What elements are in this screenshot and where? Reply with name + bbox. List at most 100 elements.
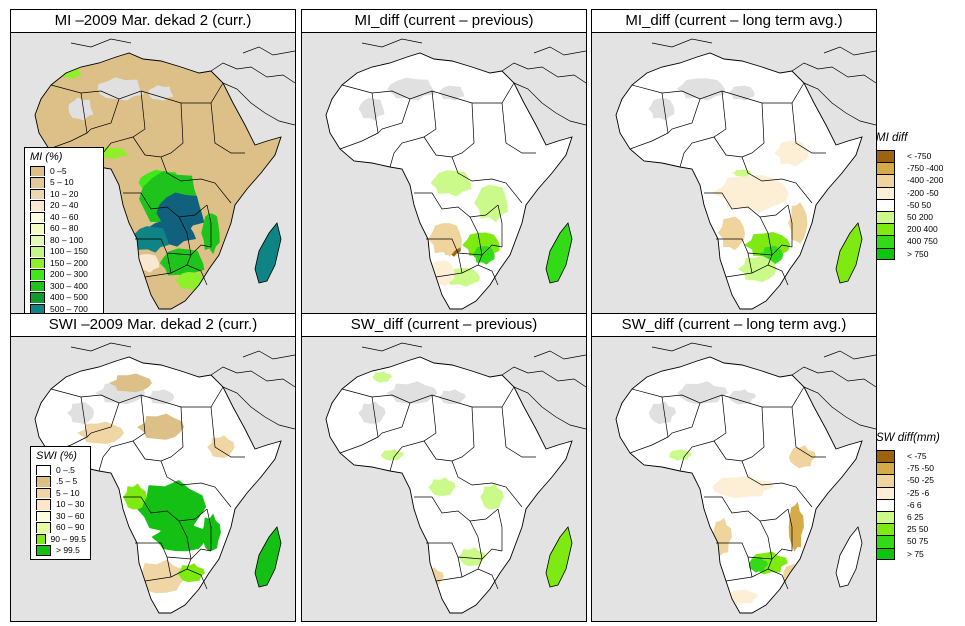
- legend-swatch: [36, 487, 51, 498]
- country-border: [457, 252, 463, 274]
- data-region: [728, 589, 758, 605]
- panel-title: MI –2009 Mar. dekad 2 (curr.): [10, 9, 296, 33]
- country-border: [747, 252, 753, 274]
- country-border: [426, 238, 503, 256]
- country-border: [426, 542, 503, 560]
- legend-label: 500 – 700: [50, 303, 88, 314]
- country-border: [70, 342, 132, 352]
- legend-swatch: [876, 450, 895, 463]
- legend-swatch: [30, 177, 45, 188]
- panel-title: MI_diff (current – previous): [301, 9, 587, 33]
- country-border: [414, 192, 499, 218]
- legend-item: 25 50: [876, 523, 940, 536]
- country-border: [513, 386, 586, 430]
- legend-item: 300 – 400: [30, 280, 99, 292]
- legend-label: 60 – 90: [56, 522, 85, 533]
- data-region: [135, 480, 207, 533]
- country-border: [679, 90, 727, 168]
- country-border: [178, 216, 192, 256]
- country-border: [713, 102, 765, 158]
- country-border: [704, 192, 789, 218]
- data-region: [749, 557, 768, 573]
- country-border: [132, 406, 184, 462]
- legend-item: 80 – 100: [30, 234, 99, 246]
- country-border: [160, 156, 232, 204]
- legend-item: < -750: [876, 150, 943, 163]
- legend-item: 0 –.5: [36, 464, 86, 476]
- country-border: [361, 38, 423, 48]
- country-border: [135, 238, 212, 256]
- country-border: [86, 402, 120, 438]
- data-region: [669, 449, 692, 461]
- panel-title: SW_diff (current – previous): [301, 313, 587, 337]
- legend-label: 5 – 10: [50, 177, 74, 188]
- country-border: [339, 396, 379, 454]
- legend-item: -50 50: [876, 198, 943, 211]
- country-border: [242, 46, 295, 56]
- country-border: [629, 92, 669, 150]
- legend-item: 50 75: [876, 535, 940, 548]
- country-border: [759, 216, 773, 256]
- data-region: [718, 216, 745, 251]
- legend-item: .5 – 5: [36, 476, 86, 488]
- data-region: [728, 389, 756, 405]
- country-border: [98, 394, 146, 472]
- country-border: [222, 386, 295, 430]
- data-region: [372, 371, 392, 383]
- country-border: [741, 460, 813, 508]
- data-region: [774, 140, 809, 167]
- data-region: [788, 501, 804, 552]
- legend-label: 80 – 100: [50, 234, 84, 245]
- land-madagascar: [254, 222, 282, 284]
- legend-swatch: [36, 533, 46, 544]
- country-border: [451, 460, 523, 508]
- country-border: [206, 204, 212, 247]
- legend-item: -750 -400: [876, 162, 943, 175]
- legend-label: 90 – 99.5: [50, 533, 86, 544]
- data-region: [428, 223, 462, 257]
- land-madagascar: [254, 526, 282, 588]
- data-region: [137, 413, 185, 440]
- country-border: [135, 542, 212, 560]
- legend-swatch: [876, 462, 895, 475]
- country-border: [389, 394, 437, 472]
- country-border: [747, 556, 753, 578]
- country-border: [791, 102, 826, 154]
- legend-swatch: [876, 486, 895, 499]
- country-border: [533, 350, 586, 360]
- panel-title: SW_diff (current – long term avg.): [591, 313, 877, 337]
- legend-item: 30 – 60: [36, 510, 86, 522]
- country-border: [132, 102, 184, 158]
- country-border: [791, 366, 876, 388]
- legend-swatch: [36, 499, 51, 510]
- legend-label: 150 – 200: [50, 257, 88, 268]
- country-border: [477, 254, 483, 266]
- country-border: [222, 82, 295, 126]
- country-border: [210, 62, 295, 84]
- country-border: [48, 92, 88, 150]
- legend-label: -25 -6: [907, 487, 930, 498]
- legend-swatch: [30, 280, 45, 291]
- legend-label: 0 –.5: [56, 464, 75, 475]
- legend-item: 40 – 60: [30, 211, 99, 223]
- legend-swatch: [30, 292, 45, 303]
- map-mi-diff-longterm: [591, 32, 877, 318]
- data-region: [728, 85, 755, 101]
- legend-item: > 750: [876, 247, 943, 260]
- legend-title: MI diff: [876, 132, 908, 144]
- country-border: [823, 350, 876, 360]
- country-border: [716, 542, 793, 560]
- land-madagascar: [835, 222, 863, 284]
- country-border: [501, 102, 536, 154]
- legend-swatch: [30, 200, 45, 211]
- data-region: [788, 202, 808, 244]
- country-border: [823, 46, 876, 56]
- legend-label: 20 – 40: [50, 200, 79, 211]
- legend-swatch: [30, 223, 45, 234]
- legend-item: 90 – 99.5: [36, 533, 86, 545]
- coastline: [34, 356, 282, 614]
- country-border: [166, 252, 172, 274]
- country-border: [716, 238, 793, 256]
- legend-label: 100 – 150: [50, 246, 88, 257]
- legend-swatch: [876, 474, 895, 487]
